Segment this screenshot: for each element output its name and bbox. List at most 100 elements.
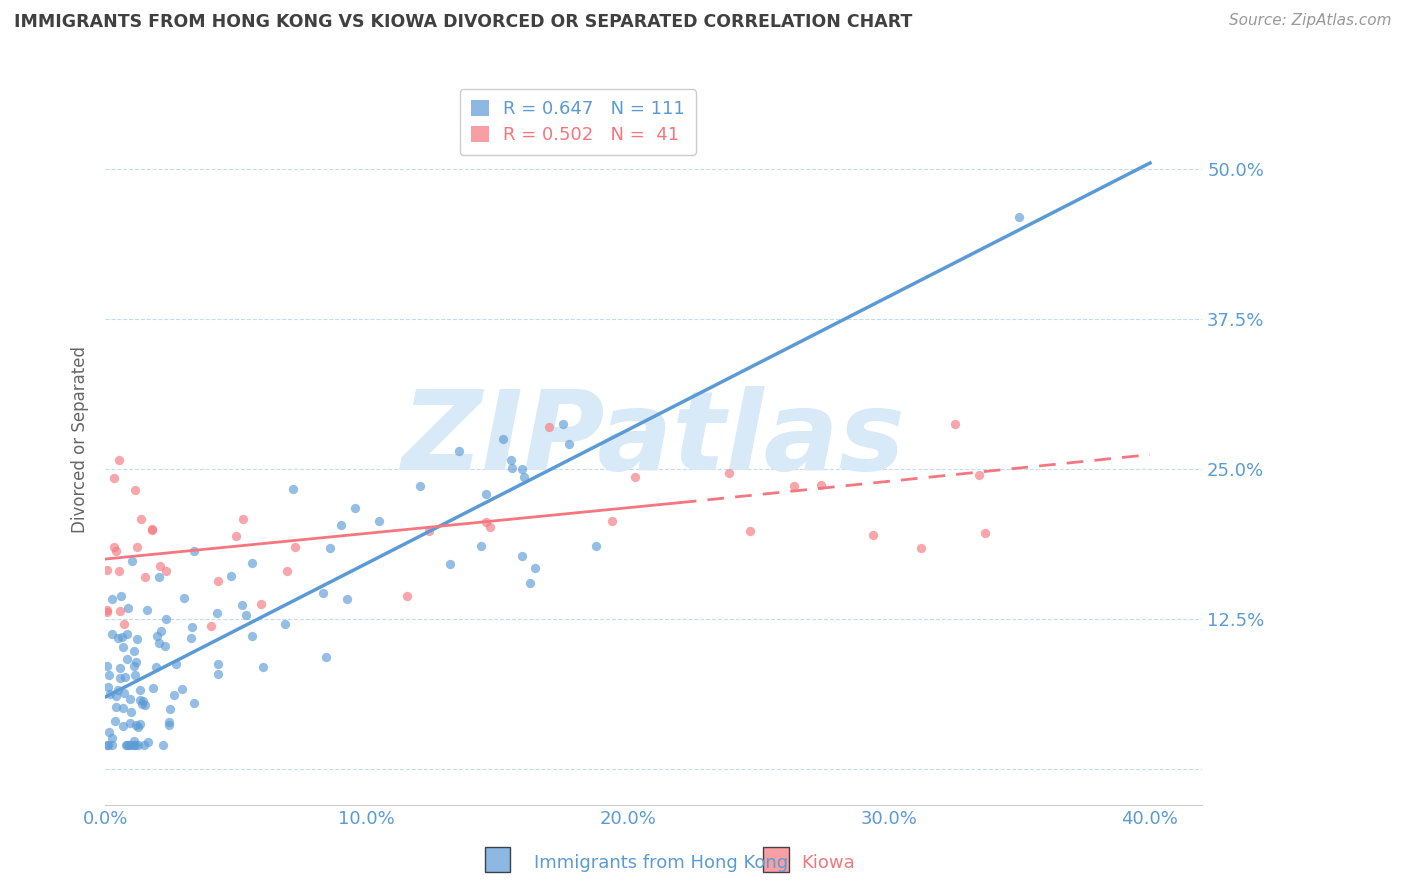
Point bbox=[96, 603, 118, 617]
Point bbox=[499, 452, 522, 467]
Point bbox=[136, 603, 159, 617]
Point bbox=[219, 568, 242, 582]
Point bbox=[108, 604, 131, 618]
Legend: R = 0.647   N = 111, R = 0.502   N =  41: R = 0.647 N = 111, R = 0.502 N = 41 bbox=[460, 89, 696, 154]
Text: Source: ZipAtlas.com: Source: ZipAtlas.com bbox=[1229, 13, 1392, 29]
Point bbox=[122, 733, 145, 747]
Point bbox=[97, 668, 120, 682]
Point bbox=[120, 692, 142, 706]
Point bbox=[207, 667, 229, 681]
Point bbox=[163, 688, 186, 702]
Point bbox=[418, 524, 440, 538]
Point bbox=[501, 461, 523, 475]
Point bbox=[183, 544, 205, 558]
Point bbox=[276, 564, 298, 578]
Point bbox=[479, 520, 502, 534]
Point bbox=[492, 432, 515, 446]
Point bbox=[969, 468, 991, 483]
Point bbox=[111, 700, 134, 714]
Point bbox=[943, 417, 966, 431]
Point bbox=[114, 738, 136, 752]
Text: IMMIGRANTS FROM HONG KONG VS KIOWA DIVORCED OR SEPARATED CORRELATION CHART: IMMIGRANTS FROM HONG KONG VS KIOWA DIVOR… bbox=[14, 13, 912, 31]
Point bbox=[152, 738, 174, 752]
Point bbox=[131, 697, 153, 711]
Point bbox=[97, 680, 120, 694]
Point bbox=[96, 564, 118, 578]
Point bbox=[111, 640, 134, 655]
Point bbox=[538, 420, 561, 434]
Point bbox=[131, 694, 153, 708]
Point bbox=[155, 612, 177, 626]
Point bbox=[97, 724, 120, 739]
Point bbox=[122, 738, 145, 752]
Point bbox=[127, 738, 149, 752]
Point bbox=[740, 524, 762, 538]
Point bbox=[344, 500, 367, 515]
Point bbox=[145, 659, 167, 673]
Point bbox=[600, 514, 623, 528]
Point bbox=[96, 658, 118, 673]
Point bbox=[121, 554, 143, 568]
Point bbox=[240, 557, 263, 571]
FancyBboxPatch shape bbox=[763, 847, 789, 872]
Point bbox=[148, 570, 170, 584]
Point bbox=[551, 417, 574, 431]
Point bbox=[312, 585, 335, 599]
Point bbox=[170, 681, 193, 696]
Point bbox=[101, 592, 124, 607]
Point bbox=[284, 540, 307, 554]
Point bbox=[200, 618, 222, 632]
Point bbox=[149, 559, 172, 574]
Point bbox=[235, 608, 257, 623]
Point bbox=[141, 523, 163, 537]
Point bbox=[129, 693, 152, 707]
Point bbox=[124, 738, 146, 752]
Point bbox=[100, 738, 122, 752]
Point bbox=[558, 436, 581, 450]
Point bbox=[283, 483, 305, 497]
Point bbox=[910, 541, 932, 555]
Point bbox=[134, 698, 156, 712]
Point bbox=[159, 702, 181, 716]
Point bbox=[150, 624, 173, 638]
Point bbox=[108, 661, 131, 675]
Point bbox=[105, 544, 128, 558]
Point bbox=[470, 539, 492, 553]
Point bbox=[138, 734, 160, 748]
Point bbox=[122, 659, 145, 673]
Point bbox=[103, 714, 125, 728]
Point bbox=[129, 716, 152, 731]
Point bbox=[510, 462, 533, 476]
Point bbox=[232, 512, 254, 526]
Point bbox=[155, 565, 177, 579]
Point bbox=[115, 652, 138, 666]
Point bbox=[112, 685, 135, 699]
Point bbox=[124, 483, 146, 498]
Point bbox=[252, 659, 274, 673]
Point bbox=[183, 696, 205, 710]
Point bbox=[124, 668, 146, 682]
Point bbox=[315, 649, 337, 664]
Point bbox=[783, 478, 806, 492]
Point bbox=[157, 718, 180, 732]
Point bbox=[103, 471, 125, 485]
Point bbox=[105, 699, 128, 714]
Point bbox=[107, 682, 129, 697]
Point bbox=[117, 601, 139, 615]
Point bbox=[249, 597, 271, 611]
Point bbox=[120, 738, 142, 752]
Point bbox=[141, 522, 163, 536]
Point bbox=[205, 607, 228, 621]
Point bbox=[408, 478, 430, 492]
Point bbox=[447, 443, 470, 458]
Point bbox=[718, 466, 741, 480]
Point bbox=[132, 738, 155, 752]
Point bbox=[101, 731, 124, 745]
Point bbox=[510, 549, 533, 563]
Text: Kiowa: Kiowa bbox=[801, 855, 855, 872]
FancyBboxPatch shape bbox=[485, 847, 510, 872]
Point bbox=[111, 630, 134, 644]
Point bbox=[108, 565, 131, 579]
Point bbox=[513, 469, 536, 483]
Point bbox=[97, 738, 120, 752]
